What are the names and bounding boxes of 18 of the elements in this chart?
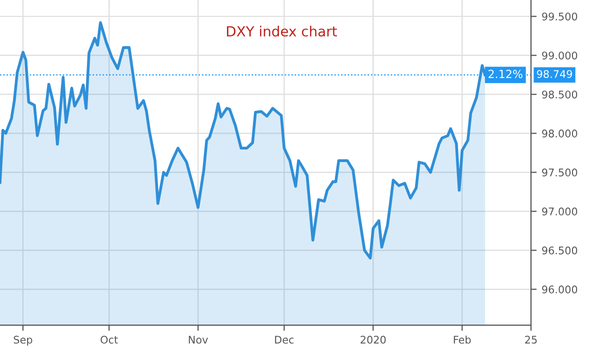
- x-tick-label: Sep: [14, 336, 32, 346]
- x-tick-label: 25: [525, 336, 537, 344]
- y-tick-label: 98.500: [542, 90, 578, 98]
- y-tick-label: 99.000: [542, 52, 578, 60]
- x-tick-label: Feb: [454, 336, 471, 344]
- text: DXY index chart: [226, 26, 337, 37]
- y-tick-label: 98.000: [542, 130, 578, 138]
- x-tick-label: Dec: [275, 336, 294, 344]
- annotation: 2.12%: [488, 70, 522, 78]
- x-tick-label: 2020: [360, 336, 386, 344]
- ref-line-label: 98.749: [536, 70, 572, 78]
- y-tick-label: 99.500: [542, 12, 578, 20]
- x-tick-label: Oct: [100, 336, 118, 344]
- y-tick-label: 96.500: [542, 246, 578, 254]
- y-tick-label: 97.500: [542, 168, 578, 176]
- x-tick-label: Nov: [188, 336, 208, 344]
- y-tick-label: 96.000: [542, 286, 578, 294]
- y-tick-label: 97.000: [542, 208, 578, 216]
